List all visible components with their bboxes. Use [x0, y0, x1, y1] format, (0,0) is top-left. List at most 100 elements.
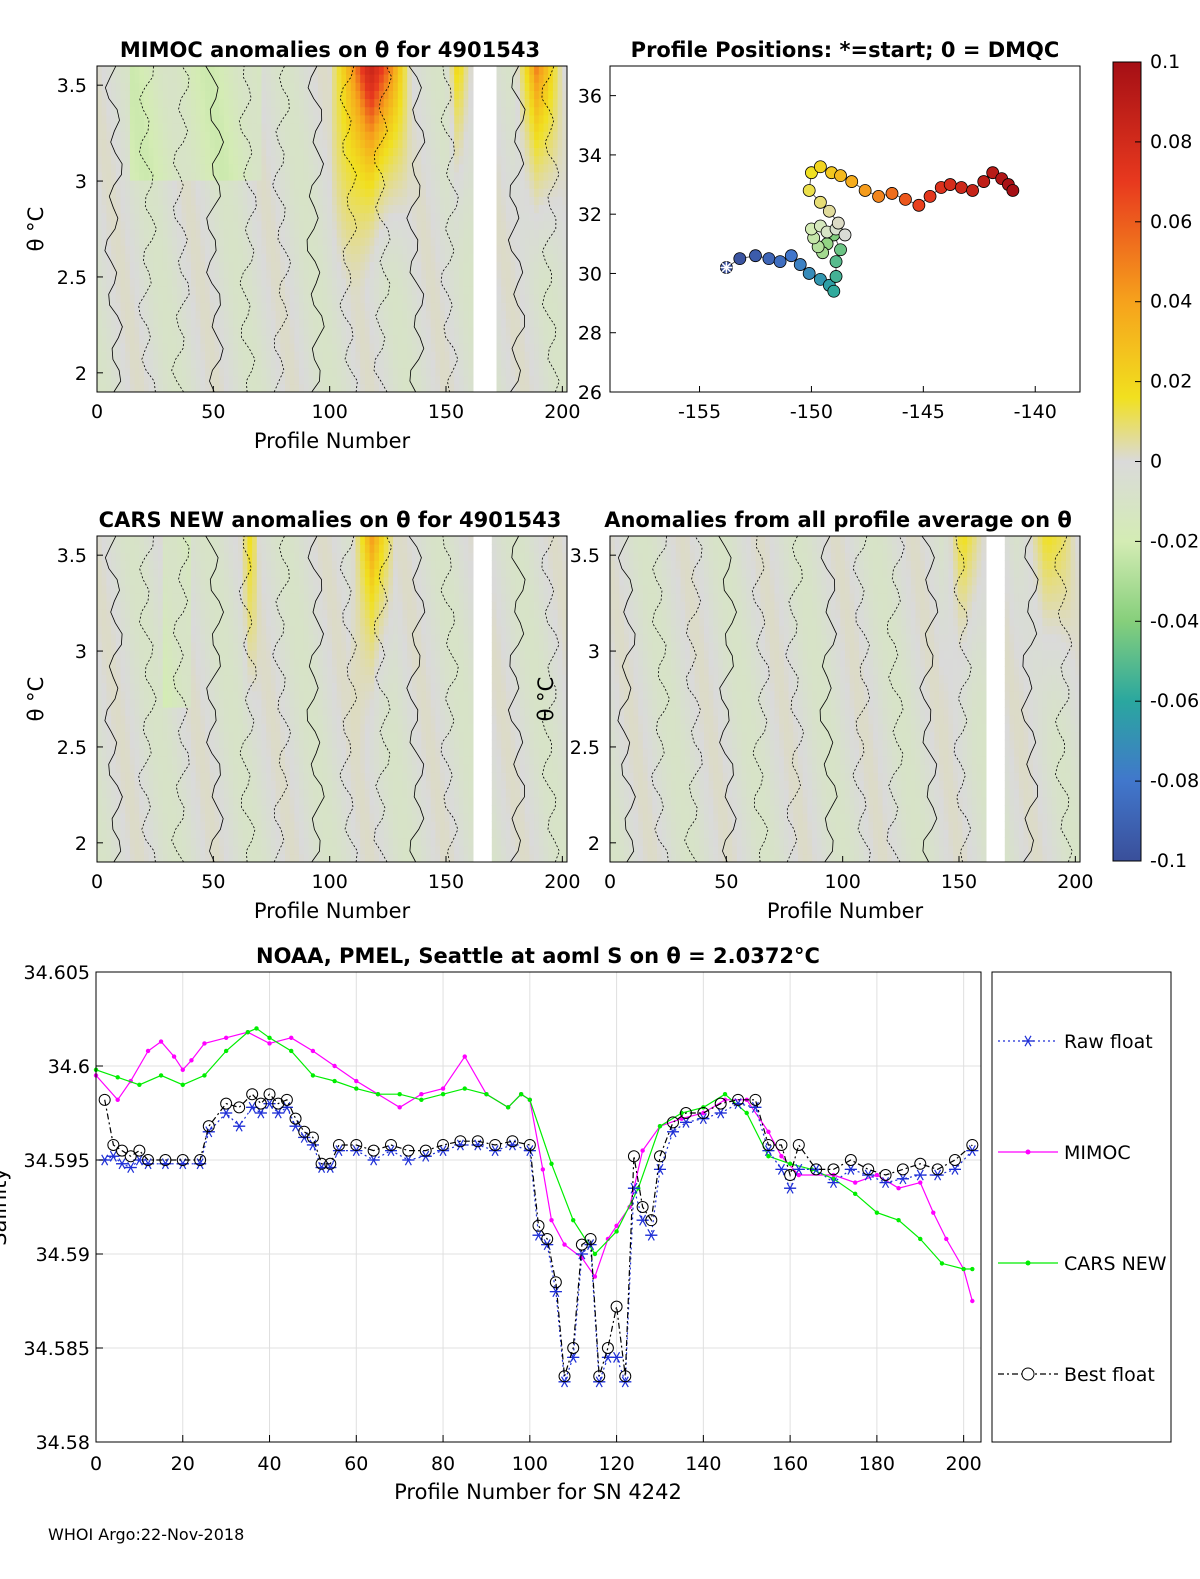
heatmap-cell — [440, 188, 445, 197]
heatmap-cell — [121, 278, 126, 287]
heatmap-cell — [215, 172, 220, 181]
heatmap-cell — [525, 74, 530, 83]
heatmap-cell — [182, 772, 187, 781]
position-marker — [955, 182, 967, 194]
heatmap-cell — [144, 172, 149, 181]
heatmap-cell — [323, 221, 328, 230]
heatmap-cell — [529, 294, 534, 303]
heatmap-cell — [215, 188, 220, 197]
heatmap-cell — [464, 90, 469, 99]
heatmap-cell — [153, 66, 158, 75]
heatmap-cell — [534, 66, 539, 75]
heatmap-cell — [111, 609, 116, 618]
heatmap-cell — [459, 188, 464, 197]
heatmap-cell — [421, 311, 426, 320]
heatmap-cell — [121, 675, 126, 684]
heatmap-cell — [511, 213, 516, 222]
heatmap-cell — [384, 99, 389, 108]
heatmap-cell — [337, 74, 342, 83]
heatmap-cell — [158, 683, 163, 692]
heatmap-cell — [168, 123, 173, 132]
heatmap-cell — [139, 213, 144, 222]
heatmap-cell — [172, 748, 177, 757]
heatmap-cell — [313, 359, 318, 368]
heatmap-cell — [224, 376, 229, 385]
heatmap-cell — [106, 846, 111, 855]
heatmap-cell — [323, 90, 328, 99]
heatmap-cell — [163, 634, 168, 643]
heatmap-cell — [459, 245, 464, 254]
heatmap-cell — [135, 335, 140, 344]
heatmap-cell — [285, 196, 290, 205]
heatmap-cell — [149, 666, 154, 675]
heatmap-cell — [553, 319, 558, 328]
heatmap-cell — [153, 253, 158, 262]
heatmap-cell — [266, 82, 271, 91]
heatmap-cell — [266, 66, 271, 75]
heatmap-cell — [210, 732, 215, 741]
heatmap-cell — [266, 180, 271, 189]
heatmap-cell — [539, 148, 544, 157]
heatmap-cell — [365, 213, 370, 222]
heatmap-cell — [177, 148, 182, 157]
heatmap-cell — [403, 221, 408, 230]
heatmap-cell — [135, 205, 140, 214]
heatmap-cell — [247, 123, 252, 132]
heatmap-cell — [191, 691, 196, 700]
heatmap-cell — [130, 229, 135, 238]
heatmap-cell — [403, 335, 408, 344]
heatmap-cell — [539, 156, 544, 165]
heatmap-cell — [379, 229, 384, 238]
heatmap-cell — [252, 262, 257, 271]
heatmap-cell — [168, 666, 173, 675]
heatmap-cell — [459, 123, 464, 132]
heatmap-cell — [191, 781, 196, 790]
heatmap-cell — [290, 196, 295, 205]
heatmap-cell — [309, 156, 314, 165]
heatmap-cell — [515, 205, 520, 214]
heatmap-cell — [365, 90, 370, 99]
heatmap-cell — [525, 205, 530, 214]
heatmap-cell — [97, 156, 102, 165]
heatmap-cell — [370, 221, 375, 230]
heatmap-cell — [149, 156, 154, 165]
heatmap-cell — [163, 213, 168, 222]
heatmap-cell — [196, 139, 201, 148]
heatmap-cell — [299, 164, 304, 173]
heatmap-cell — [172, 221, 177, 230]
heatmap-cell — [553, 286, 558, 295]
heatmap-cell — [497, 229, 502, 238]
heatmap-cell — [205, 569, 210, 578]
heatmap-cell — [398, 351, 403, 360]
heatmap-cell — [153, 601, 158, 610]
heatmap-cell — [388, 302, 393, 311]
heatmap-cell — [116, 609, 121, 618]
heatmap-cell — [219, 838, 224, 847]
heatmap-cell — [125, 536, 130, 545]
heatmap-cell — [520, 180, 525, 189]
heatmap-cell — [450, 66, 455, 75]
heatmap-cell — [168, 82, 173, 91]
heatmap-cell — [196, 544, 201, 553]
heatmap-cell — [266, 74, 271, 83]
heatmap-cell — [224, 270, 229, 279]
heatmap-cell — [205, 536, 210, 545]
heatmap-cell — [398, 253, 403, 262]
heatmap-cell — [459, 148, 464, 157]
heatmap-cell — [294, 384, 299, 393]
heatmap-cell — [163, 384, 168, 393]
heatmap-cell — [97, 569, 102, 578]
heatmap-cell — [130, 311, 135, 320]
heatmap-cell — [191, 854, 196, 863]
heatmap-cell — [163, 343, 168, 352]
heatmap-cell — [374, 123, 379, 132]
heatmap-cell — [125, 99, 130, 108]
heatmap-cell — [534, 180, 539, 189]
heatmap-cell — [177, 650, 182, 659]
heatmap-cell — [130, 715, 135, 724]
heatmap-cell — [262, 286, 267, 295]
heatmap-cell — [539, 376, 544, 385]
heatmap-cell — [313, 99, 318, 108]
heatmap-cell — [125, 213, 130, 222]
heatmap-cell — [294, 131, 299, 140]
